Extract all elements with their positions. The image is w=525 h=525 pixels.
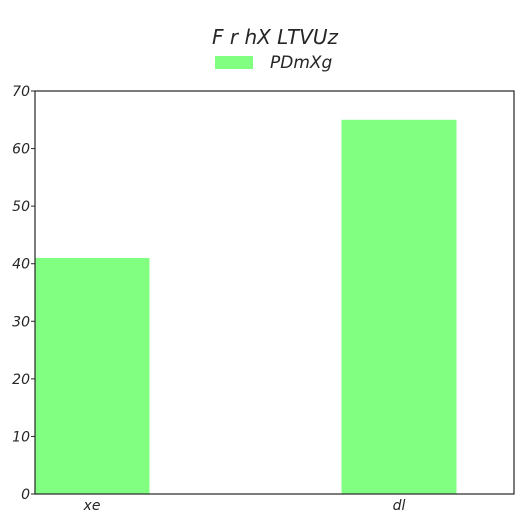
y-tick-label-10: 10 <box>12 429 30 445</box>
legend-label: PDmXg <box>270 53 333 73</box>
y-tick-label-60: 60 <box>12 142 30 158</box>
chart-title: F r hX LTVUz <box>212 25 338 49</box>
bar-xe <box>35 257 150 494</box>
x-axis: xe dl <box>83 498 406 514</box>
y-tick-label-40: 40 <box>12 257 30 273</box>
y-tick-label-0: 0 <box>21 487 30 503</box>
y-tick-label-30: 30 <box>12 314 30 330</box>
y-tick-label-50: 50 <box>12 199 30 215</box>
legend: PDmXg <box>215 53 333 73</box>
bar-dl <box>341 119 457 495</box>
x-tick-label-xe: xe <box>83 498 101 514</box>
plot-frame <box>34 90 515 495</box>
y-tick-label-70: 70 <box>12 84 30 100</box>
x-tick-label-dl: dl <box>393 498 406 514</box>
y-tick-label-20: 20 <box>12 372 30 388</box>
legend-swatch <box>215 56 253 69</box>
bars-layer <box>35 119 457 495</box>
y-axis: 0 10 20 30 40 50 60 70 <box>12 84 35 503</box>
